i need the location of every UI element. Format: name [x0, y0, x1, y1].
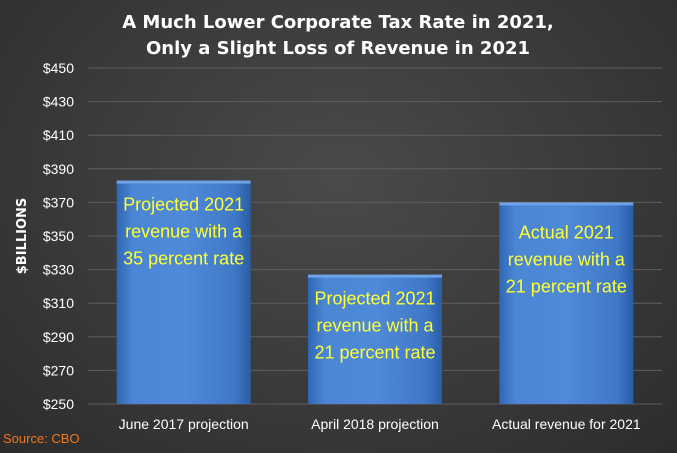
x-category-label: June 2017 projection — [119, 416, 249, 432]
y-axis-label: $BILLIONS — [15, 198, 30, 275]
y-tick-label: $450 — [43, 60, 74, 76]
y-tick-label: $370 — [43, 194, 74, 210]
y-tick-label: $290 — [43, 329, 74, 345]
bar-annotation-line: Projected 2021 — [123, 195, 244, 215]
bar-annotation-line: revenue with a — [125, 222, 243, 242]
bar-annotation-line: 21 percent rate — [314, 343, 435, 363]
y-axis-ticks: $250 $270 $290 $310 $330 $350 $370 $390 $410 $430… — [43, 60, 74, 412]
bar-annotation-line: revenue with a — [508, 249, 626, 269]
y-tick-label: $390 — [43, 161, 74, 177]
bar-annotation-line: revenue with a — [316, 316, 434, 336]
bar-annotation-line: Actual 2021 — [519, 222, 614, 242]
x-category-label: Actual revenue for 2021 — [492, 416, 641, 432]
bar-annotation-line: 21 percent rate — [506, 276, 627, 296]
bars — [116, 180, 634, 404]
chart-title-line-1: A Much Lower Corporate Tax Rate in 2021, — [122, 12, 554, 33]
bar-annotation-line: Projected 2021 — [314, 289, 435, 309]
bar-highlight — [308, 274, 442, 278]
bar — [499, 202, 634, 404]
y-tick-label: $350 — [43, 228, 74, 244]
y-tick-label: $310 — [43, 295, 74, 311]
y-tick-label: $250 — [43, 396, 74, 412]
y-tick-label: $330 — [43, 262, 74, 278]
chart-title-line-2: Only a Slight Loss of Revenue in 2021 — [146, 38, 530, 59]
x-category-label: April 2018 projection — [311, 416, 439, 432]
bar — [308, 274, 442, 404]
y-tick-label: $430 — [43, 94, 74, 110]
bar-annotation-line: 35 percent rate — [123, 249, 244, 269]
bar-highlight — [499, 202, 634, 206]
y-tick-label: $270 — [43, 362, 74, 378]
y-tick-label: $410 — [43, 127, 74, 143]
bar — [116, 180, 251, 404]
x-axis-categories: June 2017 projection April 2018 projectio… — [119, 416, 641, 432]
bar-annotations: Projected 2021 revenue with a 35 percent r… — [123, 195, 627, 363]
bar-highlight — [116, 180, 251, 184]
source-note: Source: CBO — [3, 431, 80, 446]
